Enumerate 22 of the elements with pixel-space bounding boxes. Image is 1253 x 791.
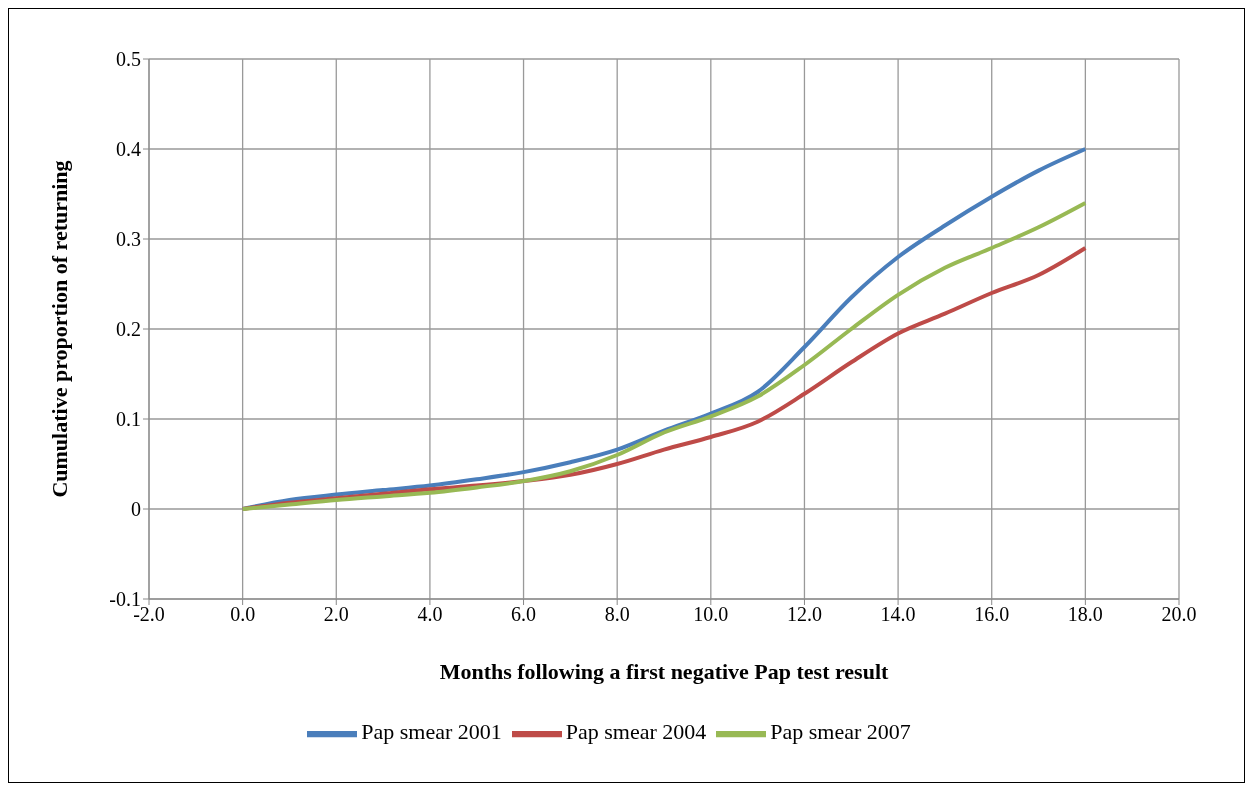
x-tick-label: 20.0: [1161, 603, 1197, 626]
x-tick-label: 16.0: [974, 603, 1010, 626]
legend-label: Pap smear 2004: [565, 719, 707, 745]
x-tick-label: 10.0: [693, 603, 729, 626]
y-tick-label: 0.1: [116, 408, 141, 431]
x-tick-label: 6.0: [511, 603, 537, 626]
x-tick-label: 18.0: [1067, 603, 1103, 626]
x-axis-title: Months following a first negative Pap test result: [439, 659, 890, 684]
legend-label: Pap smear 2007: [770, 719, 911, 745]
y-tick-label: 0: [131, 498, 141, 521]
legend-label: Pap smear 2001: [361, 719, 502, 745]
x-tick-label: 0.0: [230, 603, 256, 626]
x-tick-label: 14.0: [880, 603, 916, 626]
y-tick-label: 0.4: [116, 138, 141, 161]
x-tick-label: 8.0: [604, 603, 630, 626]
y-tick-label: 0.3: [116, 228, 141, 251]
y-tick-label: 0.5: [116, 48, 141, 71]
x-tick-label: 2.0: [323, 603, 349, 626]
y-axis-title: Cumulative proportion of returning: [46, 160, 72, 498]
x-tick-label: 4.0: [417, 603, 443, 626]
y-tick-label: 0.2: [116, 318, 141, 341]
x-tick-label: 12.0: [786, 603, 822, 626]
